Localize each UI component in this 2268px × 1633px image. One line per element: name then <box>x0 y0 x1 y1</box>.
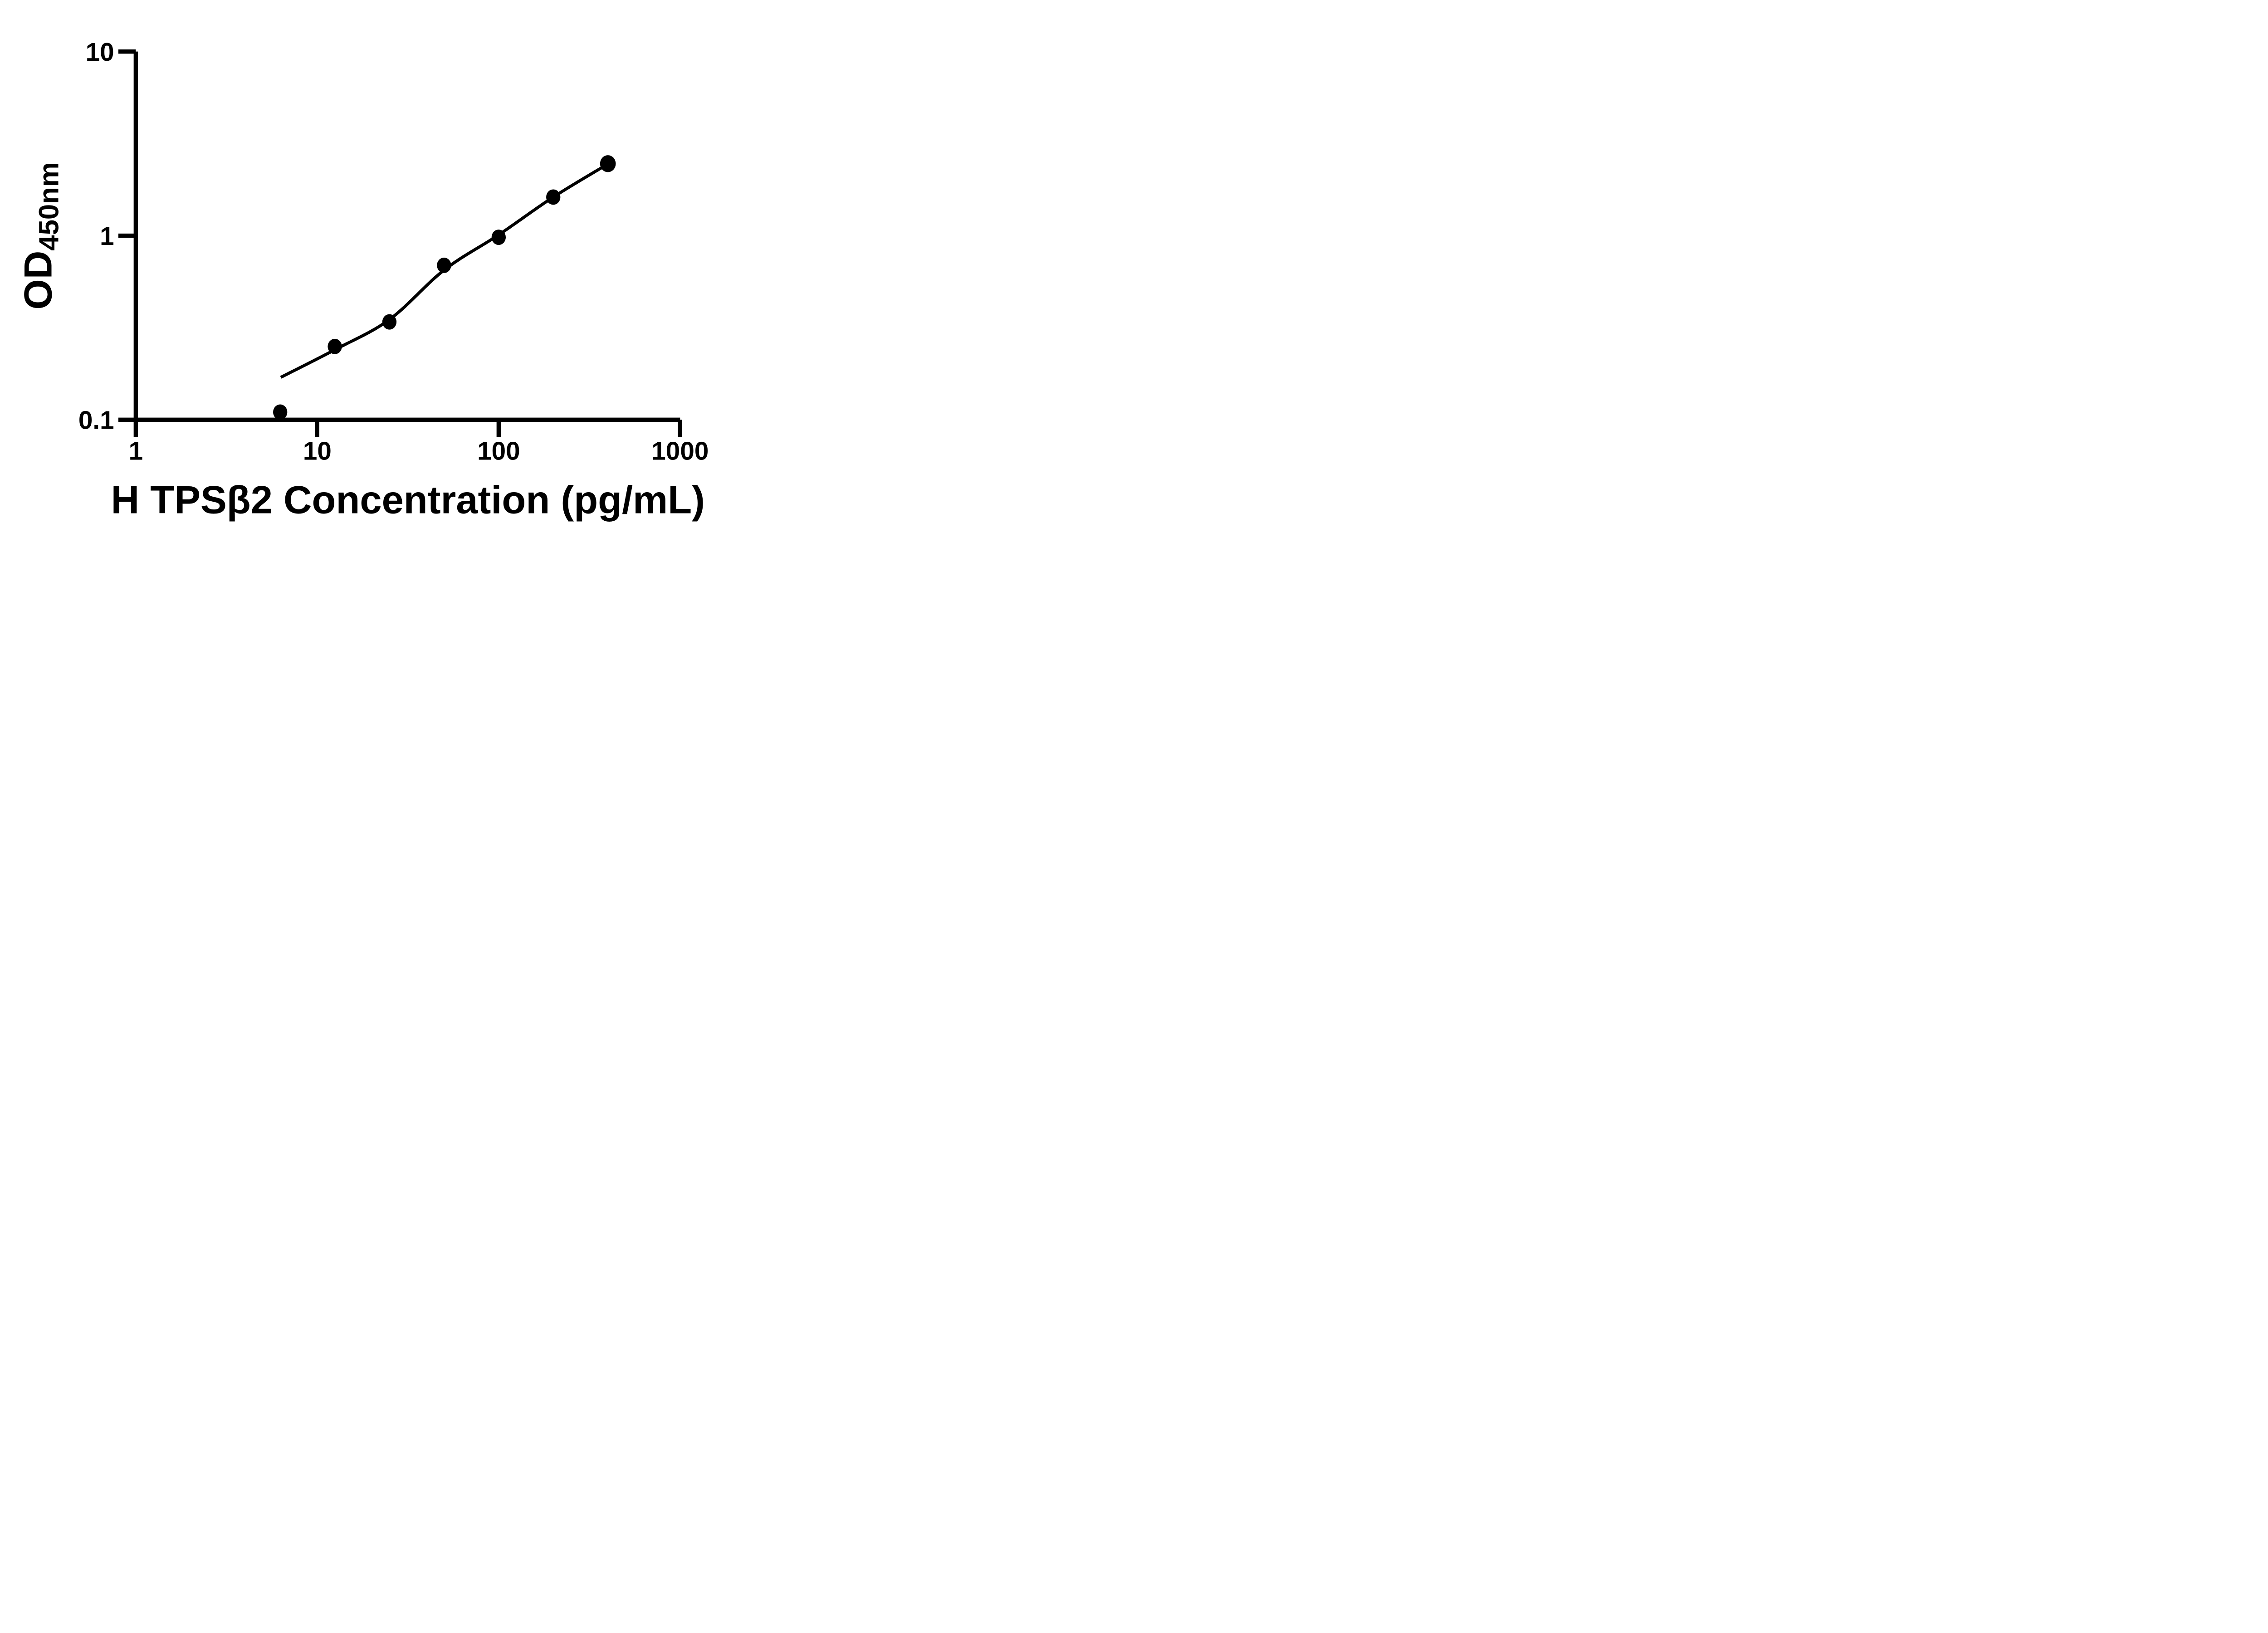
y-axis-title-main: OD <box>16 251 60 310</box>
figure: 0.1 1 10 1 10 100 1000 H TPSβ2 Concentration … <box>0 0 763 544</box>
y-tick-label: 10 <box>86 38 114 67</box>
x-tick-label: 1000 <box>651 437 709 465</box>
y-axis-title-subscript: 450nm <box>33 162 64 250</box>
data-point <box>273 404 288 420</box>
x-tick-label: 10 <box>303 437 332 465</box>
data-point <box>327 338 342 354</box>
data-point <box>546 189 561 205</box>
x-tick-label: 100 <box>477 437 520 465</box>
x-tick-label: 1 <box>129 437 143 465</box>
y-axis: 0.1 1 10 <box>78 38 138 435</box>
data-point <box>600 155 616 172</box>
y-tick-label: 1 <box>100 222 114 251</box>
x-axis-title: H TPSβ2 Concentration (pg/mL) <box>111 479 705 522</box>
x-axis: 1 10 100 1000 <box>129 417 709 465</box>
y-tick-label: 0.1 <box>78 406 114 435</box>
y-axis-title: OD450nm <box>16 162 64 309</box>
data-point <box>437 257 451 273</box>
data-point <box>382 314 397 330</box>
data-point <box>491 230 506 245</box>
data-points <box>273 155 616 420</box>
standard-curve-chart: 0.1 1 10 1 10 100 1000 H TPSβ2 Concentration … <box>16 38 709 522</box>
